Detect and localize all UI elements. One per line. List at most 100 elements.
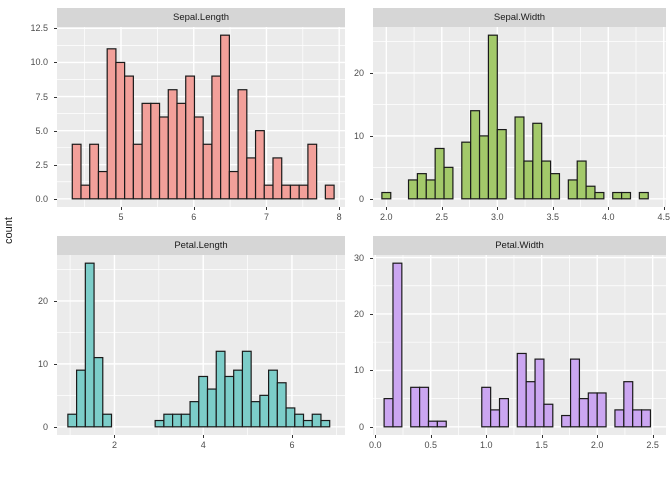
x-tick-label: 1.0 <box>479 440 493 450</box>
y-tick-label: 0.0 <box>35 193 48 204</box>
histogram-bar <box>281 184 292 200</box>
histogram-bar <box>478 135 490 200</box>
histogram-bar <box>596 392 607 428</box>
histogram-bar <box>67 413 78 428</box>
x-tick-label: 0.5 <box>424 440 437 450</box>
y-tick-mark <box>54 28 57 30</box>
x-tick-mark <box>486 435 488 438</box>
y-tick-mark <box>54 300 57 302</box>
x-tick-label: 4 <box>200 440 206 450</box>
panel-svg <box>57 255 345 435</box>
histogram-panel <box>57 255 345 440</box>
histogram-panel <box>373 255 666 440</box>
histogram-bar <box>392 262 403 428</box>
histogram-bar <box>621 191 632 200</box>
x-tick-mark <box>203 435 205 438</box>
histogram-bar <box>543 403 554 428</box>
histogram-bar <box>410 386 421 428</box>
y-tick-mark <box>370 198 373 200</box>
histogram-bar <box>76 369 86 428</box>
histogram-bar <box>71 143 82 200</box>
histogram-bar <box>202 143 213 200</box>
x-tick-mark <box>266 207 268 210</box>
y-axis-title: count <box>3 217 15 245</box>
y-tick-mark <box>370 135 373 137</box>
y-tick-label: 30 <box>353 252 364 263</box>
histogram-panel <box>57 27 345 212</box>
y-tick-mark <box>54 164 57 166</box>
histogram-bar <box>193 116 204 200</box>
facet-strip: Sepal.Width <box>373 8 666 27</box>
histogram-bar <box>427 420 438 428</box>
x-tick-label: 2.0 <box>380 212 393 222</box>
histogram-bar <box>407 179 419 200</box>
histogram-bar <box>638 191 649 200</box>
x-tick-label: 8 <box>336 212 342 222</box>
histogram-bar <box>154 419 165 428</box>
histogram-bar <box>97 170 108 200</box>
histogram-bar <box>84 262 95 428</box>
x-tick-label: 6 <box>191 212 197 222</box>
histogram-bar <box>285 407 296 428</box>
y-tick-mark <box>54 130 57 132</box>
histogram-bar <box>268 369 278 428</box>
histogram-bar <box>569 358 581 428</box>
histogram-bar <box>498 398 509 428</box>
x-tick-mark <box>552 207 554 210</box>
histogram-bar <box>481 386 492 428</box>
y-tick-mark <box>370 72 373 74</box>
histogram-bar <box>587 392 598 428</box>
y-tick-label: 0 <box>358 193 364 204</box>
facet-strip: Sepal.Length <box>57 8 345 27</box>
facet-title: Sepal.Length <box>173 12 229 23</box>
y-tick-label: 10 <box>353 130 364 141</box>
x-tick-mark <box>114 435 116 438</box>
histogram-bar <box>124 75 134 200</box>
y-tick-label: 20 <box>353 67 364 78</box>
histogram-bar <box>171 413 182 428</box>
histogram-bar <box>561 414 572 428</box>
histogram-bar <box>163 413 174 428</box>
x-tick-mark <box>121 207 122 210</box>
histogram-bar <box>307 143 318 200</box>
histogram-bar <box>585 185 596 200</box>
panel-svg <box>57 27 345 207</box>
x-tick-label: 2.0 <box>590 440 604 450</box>
facet-sepal-length: Sepal.Length 0.0 2.5 5.0 7.5 10.0 12.5 5 6 7 8 <box>17 8 345 227</box>
x-tick-label: 1.5 <box>535 440 548 450</box>
histogram-bar <box>180 413 191 428</box>
histogram-bar <box>324 184 335 200</box>
histogram-bar <box>434 147 445 200</box>
histogram-bar <box>436 420 447 428</box>
y-tick-label: 20 <box>353 308 364 319</box>
histogram-bar <box>241 350 252 428</box>
histogram-bar <box>419 386 430 428</box>
histogram-bar <box>167 89 178 200</box>
histogram-bar <box>525 381 536 428</box>
facet-strip: Petal.Width <box>373 236 666 255</box>
y-tick-label: 5.0 <box>35 125 48 136</box>
y-tick-label: 7.5 <box>35 91 48 102</box>
y-tick-label: 0 <box>358 421 364 432</box>
histogram-bar <box>541 160 552 200</box>
histogram-bar <box>632 409 643 428</box>
histogram-bar <box>263 184 274 200</box>
x-tick-label: 7 <box>263 212 269 222</box>
x-tick-label: 2.5 <box>646 440 659 450</box>
histogram-bar <box>254 130 265 200</box>
x-tick-label: 2 <box>111 440 117 450</box>
histogram-bar <box>211 75 222 200</box>
histogram-bar <box>496 128 507 200</box>
histogram-bar <box>189 401 200 428</box>
x-tick-label: 2.5 <box>435 212 449 222</box>
histogram-bar <box>320 419 331 428</box>
histogram-bar <box>176 102 187 200</box>
histogram-bar <box>567 179 578 200</box>
histogram-bar <box>532 122 543 200</box>
x-tick-mark <box>541 435 543 438</box>
histogram-bar <box>198 375 209 428</box>
histogram-bar <box>215 350 226 428</box>
histogram-bar <box>443 166 454 200</box>
x-tick-mark <box>497 207 499 210</box>
